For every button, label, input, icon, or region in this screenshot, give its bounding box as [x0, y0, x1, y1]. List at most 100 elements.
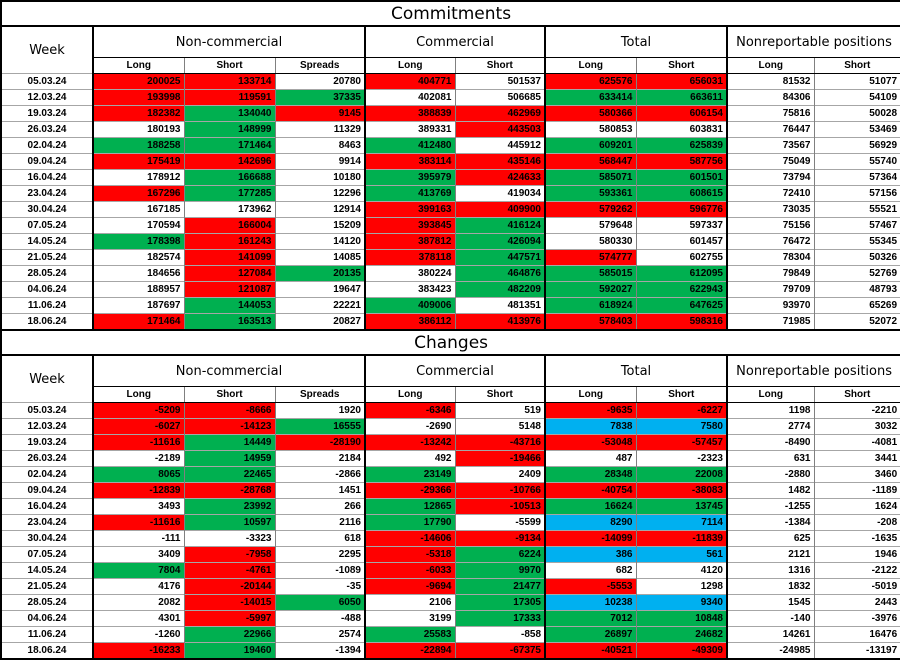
value-cell: 3032 — [813, 418, 900, 435]
value-cell: 387812 — [364, 233, 455, 250]
table-row: 16.04.24 178912 166688 10180 395979 424633 585… — [1, 169, 900, 186]
value-cell: -6346 — [364, 402, 455, 419]
sub-column-header: Short — [635, 386, 727, 403]
sub-column-header: Long — [92, 57, 184, 74]
value-cell: -2210 — [813, 402, 900, 419]
value-cell: 618924 — [544, 297, 636, 314]
value-cell: -7958 — [183, 546, 275, 563]
value-cell: 1316 — [726, 562, 814, 579]
group-header-commercial: Commercial — [364, 355, 545, 387]
week-cell: 16.04.24 — [1, 169, 94, 186]
value-cell: 585071 — [544, 169, 636, 186]
value-cell: 413769 — [364, 185, 455, 202]
group-header-total: Total — [544, 26, 727, 58]
value-cell: 402081 — [364, 89, 455, 106]
value-cell: 633414 — [544, 89, 636, 106]
value-cell: -10513 — [454, 498, 545, 515]
value-cell: 55521 — [813, 201, 900, 218]
value-cell: 23149 — [364, 466, 455, 483]
group-header-total: Total — [544, 355, 727, 387]
week-cell: 09.04.24 — [1, 153, 94, 170]
value-cell: 409006 — [364, 297, 455, 314]
value-cell: 23992 — [183, 498, 275, 515]
group-header-nonreportable-positions: Nonreportable positions — [725, 26, 900, 58]
table-row: 23.04.24 -11616 10597 2116 17790 -5599 8290 711… — [1, 514, 900, 531]
value-cell: 166004 — [183, 217, 275, 234]
value-cell: 608615 — [635, 185, 727, 202]
week-cell: 26.03.24 — [1, 450, 94, 467]
value-cell: -1255 — [726, 498, 814, 515]
value-cell: -4761 — [183, 562, 275, 579]
value-cell: 2121 — [726, 546, 814, 563]
value-cell: 20780 — [274, 73, 365, 90]
value-cell: 8065 — [92, 466, 184, 483]
value-cell: -8666 — [183, 402, 275, 419]
value-cell: 386 — [544, 546, 636, 563]
value-cell: 1920 — [274, 402, 365, 419]
week-column-header: Week — [1, 26, 94, 74]
value-cell: 75049 — [726, 153, 814, 170]
value-cell: 663611 — [635, 89, 727, 106]
value-cell: -29366 — [364, 482, 455, 499]
value-cell: 3460 — [813, 466, 900, 483]
value-cell: 3493 — [92, 498, 184, 515]
week-cell: 18.06.24 — [1, 642, 94, 659]
value-cell: 578403 — [544, 313, 636, 330]
sub-column-header: Long — [364, 57, 455, 74]
value-cell: 12914 — [274, 201, 365, 218]
value-cell: 8463 — [274, 137, 365, 154]
value-cell: 14085 — [274, 249, 365, 266]
table-row: 04.06.24 4301 -5997 -488 3199 17333 7012 10848-… — [1, 610, 900, 627]
value-cell: 393845 — [364, 217, 455, 234]
value-cell: 10597 — [183, 514, 275, 531]
value-cell: 7114 — [635, 514, 727, 531]
value-cell: -24985 — [726, 642, 814, 659]
value-cell: 170594 — [92, 217, 184, 234]
sub-column-header: Short — [183, 57, 275, 74]
value-cell: -3976 — [813, 610, 900, 627]
value-cell: 10238 — [544, 594, 636, 611]
sub-column-header: Short — [635, 57, 727, 74]
value-cell: 175419 — [92, 153, 184, 170]
week-cell: 21.05.24 — [1, 578, 94, 595]
value-cell: 579262 — [544, 201, 636, 218]
value-cell: -5019 — [813, 578, 900, 595]
value-cell: 161243 — [183, 233, 275, 250]
value-cell: 134040 — [183, 105, 275, 122]
table-row: 21.05.24 4176 -20144 -35 -9694 21477 -5553 1298… — [1, 578, 900, 595]
value-cell: 416124 — [454, 217, 545, 234]
sub-column-header: Spreads — [274, 386, 365, 403]
value-cell: 598316 — [635, 313, 727, 330]
value-cell: -28768 — [183, 482, 275, 499]
value-cell: 1298 — [635, 578, 727, 595]
value-cell: -1189 — [813, 482, 900, 499]
value-cell: 12296 — [274, 185, 365, 202]
value-cell: 1832 — [726, 578, 814, 595]
value-cell: 606154 — [635, 105, 727, 122]
value-cell: 2184 — [274, 450, 365, 467]
value-cell: 50326 — [813, 249, 900, 266]
table-row: 04.06.24 188957 121087 19647 383423 482209 592… — [1, 281, 900, 298]
value-cell: 592027 — [544, 281, 636, 298]
value-cell: 389331 — [364, 121, 455, 138]
value-cell: 6050 — [274, 594, 365, 611]
value-cell: 22966 — [183, 626, 275, 643]
sub-column-header: Long — [544, 386, 636, 403]
value-cell: 585015 — [544, 265, 636, 282]
table-row: 12.03.24 193998 119591 37335 402081 506685 633… — [1, 89, 900, 106]
sub-column-header: Short — [183, 386, 275, 403]
week-cell: 11.06.24 — [1, 626, 94, 643]
value-cell: 53469 — [813, 121, 900, 138]
value-cell: 5148 — [454, 418, 545, 435]
value-cell: -16233 — [92, 642, 184, 659]
value-cell: 561 — [635, 546, 727, 563]
value-cell: -11616 — [92, 434, 184, 451]
value-cell: 73794 — [726, 169, 814, 186]
value-cell: -35 — [274, 578, 365, 595]
value-cell: 81532 — [726, 73, 814, 90]
value-cell: 180193 — [92, 121, 184, 138]
week-cell: 23.04.24 — [1, 185, 94, 202]
value-cell: -8490 — [726, 434, 814, 451]
value-cell: 399163 — [364, 201, 455, 218]
group-header-nonreportable-positions: Nonreportable positions — [725, 355, 900, 387]
